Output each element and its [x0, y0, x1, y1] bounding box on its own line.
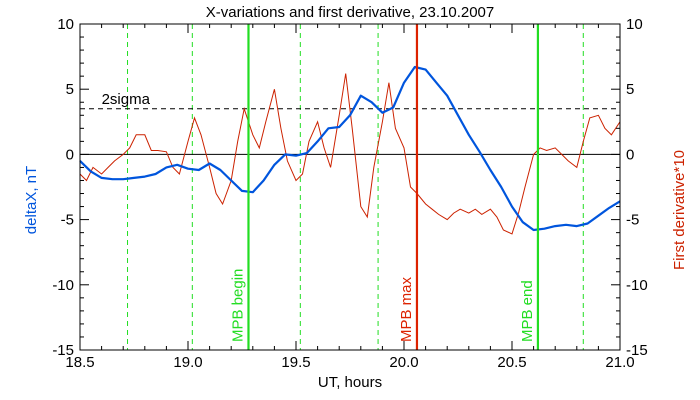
x-tick-label-2: 19.5 — [281, 354, 310, 371]
mpb-marker-label-2: MPB end — [519, 280, 536, 342]
x-tick-label-3: 20.0 — [389, 354, 418, 371]
y-tick-label-right-3: 0 — [626, 146, 634, 163]
x-tick-label-5: 21.0 — [605, 354, 634, 371]
y-tick-label-left-5: 10 — [57, 16, 74, 33]
y-tick-label-left-1: -10 — [52, 277, 74, 294]
y-tick-label-right-2: -5 — [626, 212, 639, 229]
y-tick-label-left-3: 0 — [66, 146, 74, 163]
y-axis-label-left: deltaX, nT — [23, 166, 40, 234]
series-line-derivative — [79, 73, 621, 235]
mpb-marker-label-1: MPB max — [398, 276, 415, 342]
y-tick-label-right-5: 10 — [626, 16, 643, 33]
x-tick-label-0: 18.5 — [65, 354, 94, 371]
chart-title: X-variations and first derivative, 23.10… — [206, 4, 495, 21]
plot-frame — [79, 23, 621, 351]
plot-area: 2sigma MPB begin MPB max MPB end 18.5 19.0 19.… — [52, 16, 647, 371]
y-tick-label-right-0: -15 — [626, 342, 648, 359]
y-axis-label-right: First derivative*10 — [671, 150, 688, 270]
y-tick-label-left-4: 5 — [66, 81, 74, 98]
y-tick-label-left-2: -5 — [61, 212, 74, 229]
mpb-marker-label-0: MPB begin — [229, 269, 246, 342]
y-tick-label-right-1: -10 — [626, 277, 648, 294]
x-tick-label-4: 20.5 — [497, 354, 526, 371]
sigma-label: 2sigma — [102, 91, 151, 108]
y-tick-label-right-4: 5 — [626, 81, 634, 98]
y-tick-label-left-0: -15 — [52, 342, 74, 359]
x-tick-label-1: 19.0 — [173, 354, 202, 371]
series-line-deltax — [79, 65, 621, 232]
x-axis-label: UT, hours — [318, 374, 382, 391]
